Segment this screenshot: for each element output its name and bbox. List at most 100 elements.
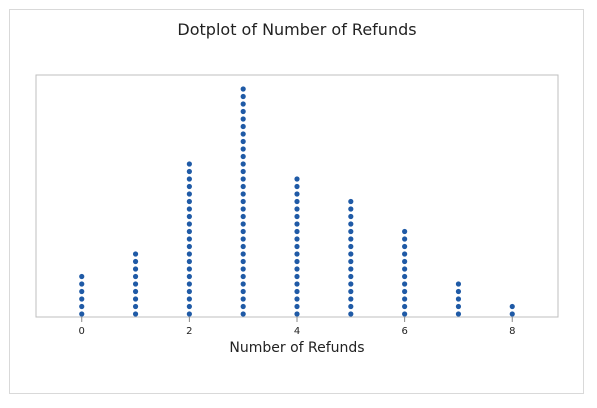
data-dot [240,131,246,137]
data-dot [79,273,85,280]
data-dot [348,198,354,205]
data-dot [240,108,246,115]
data-dot [402,311,408,317]
data-dot [240,296,246,302]
data-dot [132,288,139,295]
data-dot [132,266,139,272]
data-dot [294,213,300,220]
data-dot [186,183,192,190]
data-dot [186,251,192,257]
data-dot [402,288,408,295]
data-dot [402,281,408,287]
data-dot [240,146,246,152]
data-dot [294,311,300,317]
data-dot [509,311,515,317]
data-dot [240,288,246,295]
data-dot [294,251,300,257]
data-dot [402,236,408,242]
data-dot [348,288,354,295]
data-dot [79,303,85,310]
dot-series [79,86,515,317]
data-dot [132,303,139,310]
data-dot [402,228,408,235]
data-dot [240,101,246,107]
x-axis-ticks: 0 2 4 6 8 [79,317,515,337]
data-dot [240,273,246,280]
data-dot [186,168,192,175]
data-dot [186,236,192,242]
data-dot [294,266,300,272]
data-dot [348,266,354,272]
data-dot [294,243,300,250]
data-dot [294,198,300,205]
data-dot [348,213,354,220]
data-dot [294,258,300,265]
data-dot [348,281,354,287]
data-dot [132,251,139,257]
x-tick-label: 6 [401,326,407,337]
data-dot [186,296,192,302]
data-dot [240,116,246,122]
data-dot [240,183,246,190]
data-dot [294,288,300,295]
data-dot [132,258,139,265]
data-dot [240,123,246,130]
data-dot [509,303,515,310]
data-dot [186,266,192,272]
data-dot [79,311,85,317]
data-dot [186,191,192,197]
data-dot [348,258,354,265]
data-dot [186,273,192,280]
data-dot [240,176,246,182]
data-dot [348,228,354,235]
data-dot [348,251,354,257]
data-dot [186,161,192,167]
data-dot [240,281,246,287]
data-dot [186,221,192,227]
data-dot [240,221,246,227]
data-dot [240,206,246,212]
data-dot [455,303,462,310]
data-dot [186,206,192,212]
data-dot [348,243,354,250]
data-dot [402,258,408,265]
data-dot [240,168,246,175]
x-tick-label: 4 [294,326,300,337]
data-dot [186,228,192,235]
data-dot [455,288,462,295]
x-axis-label: Number of Refunds [229,340,364,356]
data-dot [240,198,246,205]
data-dot [240,191,246,197]
data-dot [186,311,192,317]
data-dot [132,273,139,280]
x-tick-label: 8 [509,326,515,337]
data-dot [186,213,192,220]
data-dot [240,213,246,220]
data-dot [186,176,192,182]
data-dot [240,161,246,167]
data-dot [402,243,408,250]
data-dot [348,236,354,242]
data-dot [186,303,192,310]
data-dot [240,236,246,242]
data-dot [294,228,300,235]
data-dot [294,236,300,242]
data-dot [186,198,192,205]
data-dot [240,303,246,310]
data-dot [240,266,246,272]
chart-title: Dotplot of Number of Refunds [177,20,416,39]
data-dot [402,266,408,272]
data-dot [348,296,354,302]
data-dot [132,311,139,317]
data-dot [348,311,354,317]
data-dot [79,288,85,295]
data-dot [186,288,192,295]
data-dot [294,296,300,302]
data-dot [186,243,192,250]
data-dot [294,303,300,310]
data-dot [402,273,408,280]
data-dot [240,251,246,257]
x-tick-label: 2 [186,326,192,337]
data-dot [402,296,408,302]
data-dot [294,281,300,287]
